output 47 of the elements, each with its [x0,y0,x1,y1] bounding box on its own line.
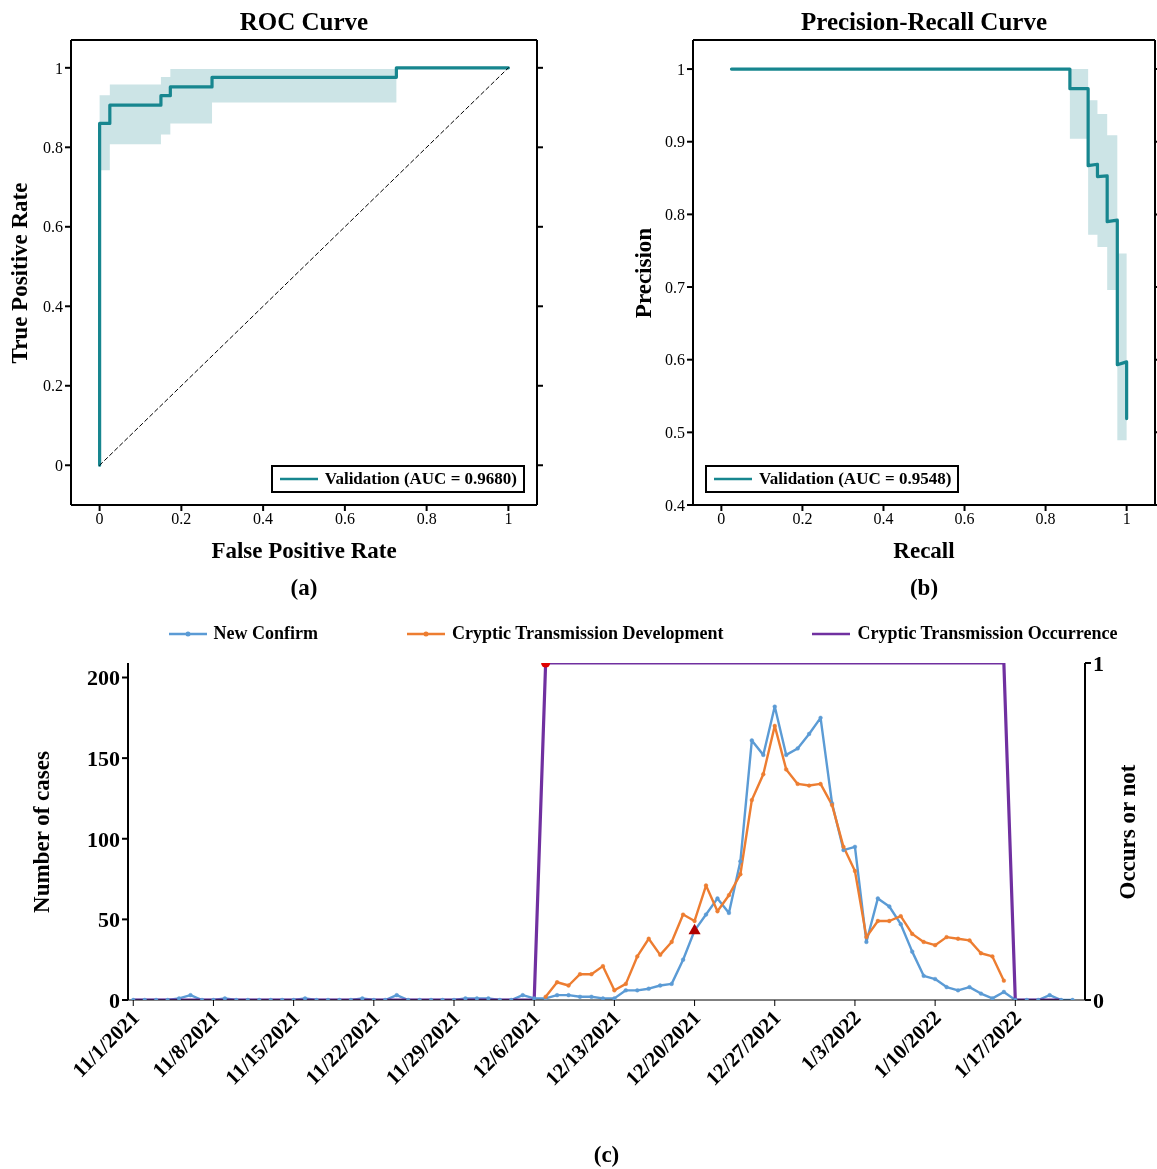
chart-title: ROC Curve [239,8,369,36]
x-tick-label: 0.2 [792,510,813,528]
x-tick-label: 0.8 [1035,510,1056,528]
y-tick-label: 0.8 [665,206,685,224]
y-tick-label: 0 [55,456,63,474]
y-tick-label: 0.7 [665,278,685,296]
x-tick-label: 0 [717,510,726,528]
text: (a) [290,575,318,601]
legend-label: Cryptic Transmission Occurrence [857,623,1118,644]
y-tick-label: 100 [87,826,120,852]
x-tick-label: 0.4 [253,510,274,528]
text: (c) [593,1142,620,1168]
y-tick-label: 200 [87,665,120,691]
y-axis-title: Number of cases [29,750,55,913]
x-tick-label: 0.6 [334,510,355,528]
y-tick-label: 0 [109,987,120,1013]
text: (b) [909,575,939,601]
y-tick-label: 0.4 [43,297,63,315]
x-tick-label: 0.2 [171,510,192,528]
x-tick-label: 1 [504,510,513,528]
y-axis-title: Precision [631,227,657,318]
y2-axis-title: Occurs or not [1115,763,1141,900]
x-axis-title: Recall [893,538,955,564]
y-tick-label: 0.5 [665,424,685,442]
y2-tick-label: 1 [1093,650,1104,676]
y2-tick-label: 0 [1093,987,1104,1013]
y-tick-label: 50 [98,907,120,933]
y-tick-label: 0.6 [665,351,685,369]
chart-title: Precision-Recall Curve [801,8,1047,36]
x-axis-title: False Positive Rate [211,538,397,564]
y-axis-title: True Positive Rate [7,182,33,363]
x-tick-label: 0.6 [954,510,975,528]
y-tick-label: 0.6 [43,218,63,236]
y-tick-label: 0.8 [43,138,63,156]
y-tick-label: 0.4 [665,496,685,514]
x-tick-label: 1 [1122,510,1131,528]
legend-label: Validation (AUC = 0.9680) [324,469,517,489]
x-tick-label: 0.8 [416,510,437,528]
y-tick-label: 0.2 [43,377,63,395]
legend-label: Cryptic Transmission Development [452,623,724,644]
y-tick-label: 150 [87,745,120,771]
y-tick-label: 1 [677,60,685,78]
y-tick-label: 1 [55,59,63,77]
legend-label: New Confirm [213,623,319,644]
legend-label: Validation (AUC = 0.9548) [759,469,952,489]
y-tick-label: 0.9 [665,133,685,151]
x-tick-label: 0.4 [873,510,894,528]
